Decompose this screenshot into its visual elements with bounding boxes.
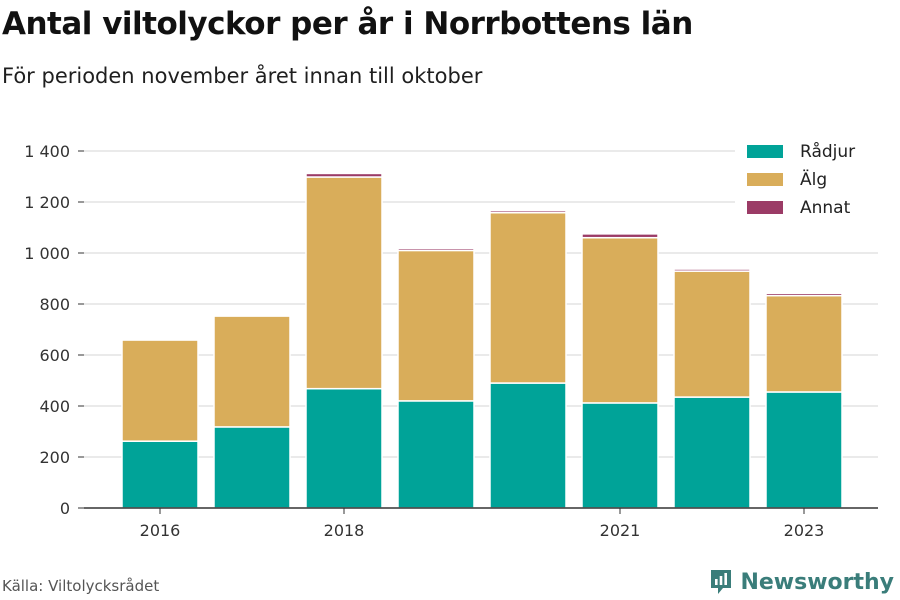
bar-segment (581, 236, 659, 404)
bar-segment (305, 172, 383, 178)
bar-segment (121, 339, 199, 442)
legend-label: Rådjur (800, 141, 855, 162)
legend-swatch (747, 145, 783, 158)
legend-label: Älg (800, 169, 827, 190)
bar-segment (765, 391, 843, 509)
bar-segment (489, 211, 567, 384)
y-tick-label: 800 (39, 295, 70, 314)
legend-swatch (747, 173, 783, 186)
bar-segment (581, 233, 659, 239)
y-tick-label: 400 (39, 397, 70, 416)
x-tick-label: 2023 (784, 521, 825, 540)
brand-name: Newsworthy (740, 569, 894, 595)
bar-segment (121, 338, 199, 341)
bar-segment (673, 268, 751, 272)
bar-segment (397, 247, 475, 252)
bar-segment (581, 402, 659, 509)
x-tick-label: 2021 (600, 521, 641, 540)
chart-subtitle: För perioden november året innan till ok… (2, 64, 483, 88)
legend-label: Annat (800, 198, 851, 218)
bar-segment (121, 440, 199, 509)
bar-segment (213, 315, 291, 428)
bar-segment (397, 400, 475, 509)
newsworthy-logo-icon (711, 570, 732, 594)
brand: Newsworthy (709, 568, 894, 596)
bar-segment (305, 176, 383, 390)
bar-segment (397, 249, 475, 402)
stacked-bar-chart: 0 200 400 600 800 1 000 1 200 1 400 2016 2018 2021… (24, 141, 878, 540)
bar-segment (305, 387, 383, 509)
y-tick-label: 0 (60, 499, 70, 518)
legend-swatch (747, 201, 783, 214)
x-tick-label: 2016 (140, 521, 181, 540)
bar-segment (489, 382, 567, 509)
y-tick-label: 1 200 (24, 193, 70, 212)
bar-segment (765, 294, 843, 393)
y-tick-label: 600 (39, 346, 70, 365)
bar-segment (673, 270, 751, 398)
x-tick-label: 2018 (324, 521, 365, 540)
bar-segment (213, 314, 291, 317)
bar-segment (673, 396, 751, 509)
y-tick-label: 1 000 (24, 244, 70, 263)
y-tick-label: 1 400 (24, 142, 70, 161)
chart-title: Antal viltolyckor per år i Norrbottens l… (2, 6, 693, 42)
y-tick-label: 200 (39, 448, 70, 467)
bar-segment (489, 209, 567, 214)
source-note: Källa: Viltolycksrådet (2, 577, 160, 595)
bar-segment (765, 292, 843, 297)
bar-segment (213, 426, 291, 509)
